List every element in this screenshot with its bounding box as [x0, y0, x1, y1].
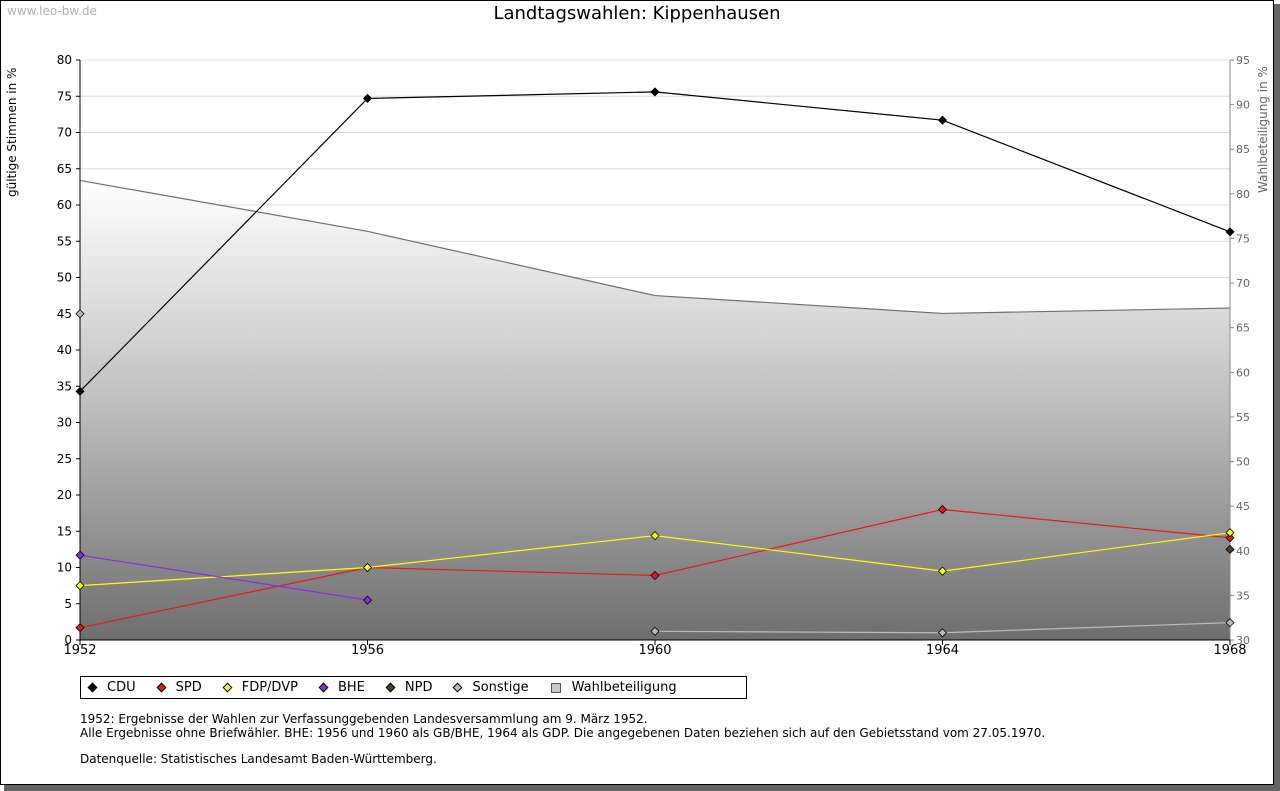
point-bhe — [75, 550, 85, 560]
y-tick-label-left: 75 — [57, 89, 72, 103]
point-cdu — [1225, 227, 1235, 237]
y-tick-label-right: 55 — [1236, 411, 1250, 424]
point-fdp-dvp — [75, 581, 85, 591]
point-fdp-dvp — [362, 562, 373, 573]
y-tick-label-left: 0 — [64, 633, 72, 647]
data-source: Datenquelle: Statistisches Landesamt Bad… — [80, 752, 437, 766]
y-tick-label-right: 50 — [1236, 456, 1250, 469]
note-line-1: 1952: Ergebnisse der Wahlen zur Verfassu… — [80, 712, 648, 726]
y-tick-label-right: 75 — [1236, 232, 1250, 245]
x-tick-label: 1964 — [926, 643, 959, 658]
point-fdp-dvp — [1225, 528, 1235, 538]
y-tick-label-left: 5 — [64, 597, 72, 611]
legend-label: Wahlbeteiligung — [571, 680, 677, 695]
y-tick-label-left: 50 — [57, 271, 72, 285]
legend-area-icon — [550, 682, 561, 693]
x-tick-label: 1960 — [638, 643, 671, 658]
legend-label: BHE — [337, 680, 365, 695]
x-tick-label: 1968 — [1213, 643, 1246, 658]
chart-notes: 1952: Ergebnisse der Wahlen zur Verfassu… — [80, 712, 1046, 767]
point-spd — [1225, 533, 1235, 543]
point-fdp-dvp — [650, 531, 660, 541]
point-fdp-dvp — [937, 566, 948, 576]
y-tick-label-left: 80 — [57, 53, 72, 67]
legend-item: SPD — [156, 680, 202, 695]
legend-item: Sonstige — [453, 680, 529, 695]
legend-marker-icon — [453, 682, 463, 693]
frame-shadow-bottom — [4, 785, 1280, 791]
legend-item: Wahlbeteiligung — [550, 680, 677, 695]
y-tick-label-right: 65 — [1236, 322, 1250, 335]
legend-item: FDP/DVP — [222, 680, 298, 695]
point-cdu — [362, 93, 373, 103]
y-tick-label-left: 60 — [57, 198, 72, 212]
legend-label: Sonstige — [472, 680, 529, 695]
y-tick-label-left: 35 — [57, 379, 72, 393]
y-tick-label-right: 70 — [1236, 277, 1250, 290]
legend-item: NPD — [385, 680, 433, 695]
legend: CDU SPD FDP/DVP BHE NPD Sonstige Wahlbeteiligu… — [80, 676, 747, 699]
y-tick-label-left: 30 — [57, 416, 72, 430]
y-tick-label-right: 45 — [1236, 500, 1250, 513]
point-sonstige — [650, 626, 660, 636]
y-tick-label-right: 35 — [1236, 589, 1250, 602]
point-sonstige — [1225, 618, 1235, 628]
y-tick-label-left: 70 — [57, 126, 72, 140]
point-spd — [650, 570, 660, 581]
point-bhe — [362, 595, 373, 605]
y-tick-label-left: 55 — [57, 234, 72, 248]
turnout-area-line — [79, 179, 1231, 315]
x-tick-label: 1956 — [351, 643, 384, 658]
legend-marker-icon — [318, 682, 329, 693]
chart-title: Landtagswahlen: Kippenhausen — [493, 3, 781, 24]
data-series — [75, 87, 1235, 638]
y-tick-label-right: 80 — [1236, 188, 1250, 201]
y-tick-label-left: 15 — [57, 524, 72, 538]
legend-label: NPD — [404, 680, 433, 695]
turnout-area — [79, 179, 1231, 640]
legend-label: SPD — [175, 680, 202, 695]
note-line-2: Alle Ergebnisse ohne Briefwähler. BHE: 1… — [80, 725, 1046, 740]
point-cdu — [75, 386, 85, 396]
point-spd — [937, 504, 948, 515]
y-tick-label-right: 60 — [1236, 366, 1250, 379]
legend-item: CDU — [87, 680, 136, 695]
point-npd — [1225, 544, 1235, 554]
y-axis-label-left-text: gültige Stimmen in % — [5, 67, 19, 197]
point-sonstige — [937, 628, 948, 638]
legend-marker-icon — [156, 682, 167, 693]
x-tick-label: 1952 — [63, 643, 96, 658]
axes: 0 5 10 15 20 25 30 35 40 45 50 55 60 65 70 75 80 30 35 40 45… — [57, 53, 1250, 658]
legend-marker-icon — [87, 682, 98, 693]
y-tick-label-right: 90 — [1236, 99, 1250, 112]
point-cdu — [937, 115, 948, 125]
point-sonstige — [75, 309, 85, 319]
series-line-bhe — [79, 554, 368, 601]
frame-shadow-right — [1274, 4, 1280, 791]
y-tick-label-left: 45 — [57, 307, 72, 321]
y-tick-label-left: 40 — [57, 343, 72, 357]
legend-item: BHE — [318, 680, 365, 695]
y-tick-label-right: 95 — [1236, 54, 1250, 67]
legend-marker-icon — [222, 682, 233, 693]
y-tick-label-left: 25 — [57, 452, 72, 466]
point-cdu — [650, 87, 660, 97]
watermark: www.leo-bw.de — [7, 4, 97, 18]
y-tick-label-left: 65 — [57, 162, 72, 176]
point-spd — [75, 623, 85, 633]
y-axis-label-right-text: Wahlbeteiligung in % — [1256, 66, 1270, 193]
y-tick-label-left: 10 — [57, 561, 72, 575]
legend-label: CDU — [107, 680, 136, 695]
y-tick-label-left: 20 — [57, 488, 72, 502]
turnout-area-fill — [80, 180, 1230, 640]
y-tick-label-right: 85 — [1236, 143, 1250, 156]
y-tick-label-right: 30 — [1236, 634, 1250, 647]
legend-marker-icon — [385, 682, 396, 693]
legend-label: FDP/DVP — [241, 680, 298, 695]
y-tick-label-right: 40 — [1236, 545, 1250, 558]
